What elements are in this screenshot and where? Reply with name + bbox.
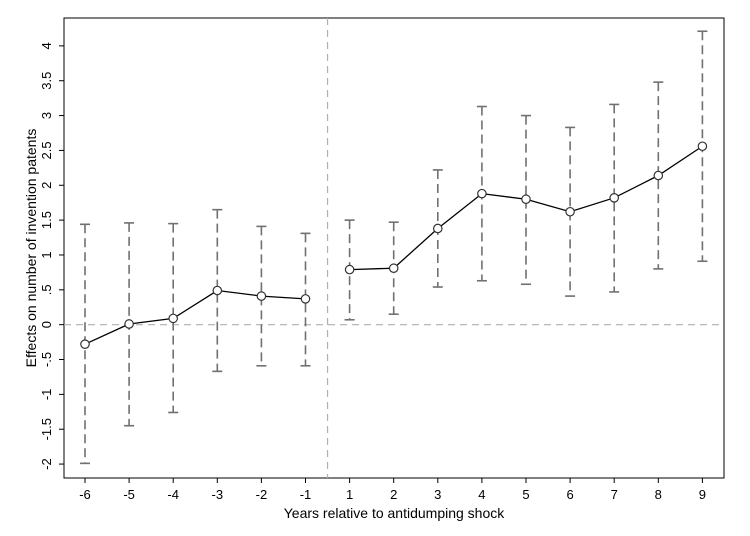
y-tick-label: -.5	[39, 352, 54, 367]
x-tick-label: 9	[699, 487, 706, 502]
data-point	[256, 291, 267, 301]
data-point	[653, 170, 664, 181]
x-tick-label: 8	[655, 487, 662, 502]
x-tick-label: 1	[346, 487, 353, 502]
y-tick-label: 2.5	[39, 141, 54, 159]
x-tick-label: -3	[212, 487, 224, 502]
reference-lines	[64, 18, 724, 478]
y-tick-label: 4	[39, 42, 54, 49]
y-tick-label: 3.5	[39, 72, 54, 90]
data-point	[212, 285, 223, 296]
x-tick-label: 6	[566, 487, 573, 502]
y-tick-label: 0	[39, 321, 54, 328]
x-tick-label: -2	[256, 487, 268, 502]
data-point	[300, 294, 311, 304]
data-point	[697, 141, 708, 152]
y-tick-label: -1.5	[39, 418, 54, 440]
y-tick-label: -2	[39, 458, 54, 470]
x-tick-label: 3	[434, 487, 441, 502]
x-tick-label: 5	[522, 487, 529, 502]
data-point	[609, 193, 619, 203]
x-tick-label: -6	[79, 487, 91, 502]
data-points	[80, 141, 708, 349]
x-tick-label: -5	[123, 487, 135, 502]
y-tick-label: -1	[39, 389, 54, 401]
data-point	[344, 264, 355, 275]
data-point	[124, 319, 134, 329]
data-point	[432, 223, 443, 234]
data-point	[565, 206, 575, 217]
data-point	[388, 263, 399, 274]
y-tick-label: 1.5	[39, 211, 54, 229]
series-line	[84, 289, 306, 345]
y-tick-label: 3	[39, 112, 54, 119]
y-tick-label: .5	[39, 284, 54, 295]
y-tick-label: 2	[39, 182, 54, 189]
x-tick-label: -4	[167, 487, 179, 502]
y-axis-label: Effects on number of invention patents	[23, 129, 39, 368]
confidence-intervals	[80, 30, 708, 465]
x-tick-label: 2	[390, 487, 397, 502]
data-point	[80, 339, 90, 349]
data-point	[477, 188, 487, 199]
y-tick-label: 1	[39, 251, 54, 258]
data-point	[168, 313, 178, 324]
x-tick-label: 4	[478, 487, 485, 502]
x-tick-label: 7	[611, 487, 618, 502]
plot-frame	[63, 17, 725, 479]
x-axis: -6 -5 -4 -3 -2 -1 1 2 3 4 5 6 7 8 9	[79, 478, 706, 502]
x-tick-label: -1	[300, 487, 312, 502]
x-axis-label: Years relative to antidumping shock	[284, 505, 506, 521]
data-point	[521, 194, 531, 205]
y-axis: -2 -1.5 -1 -.5 0 .5 1 1.5 2 2.5 3 3.5 4	[39, 42, 64, 470]
